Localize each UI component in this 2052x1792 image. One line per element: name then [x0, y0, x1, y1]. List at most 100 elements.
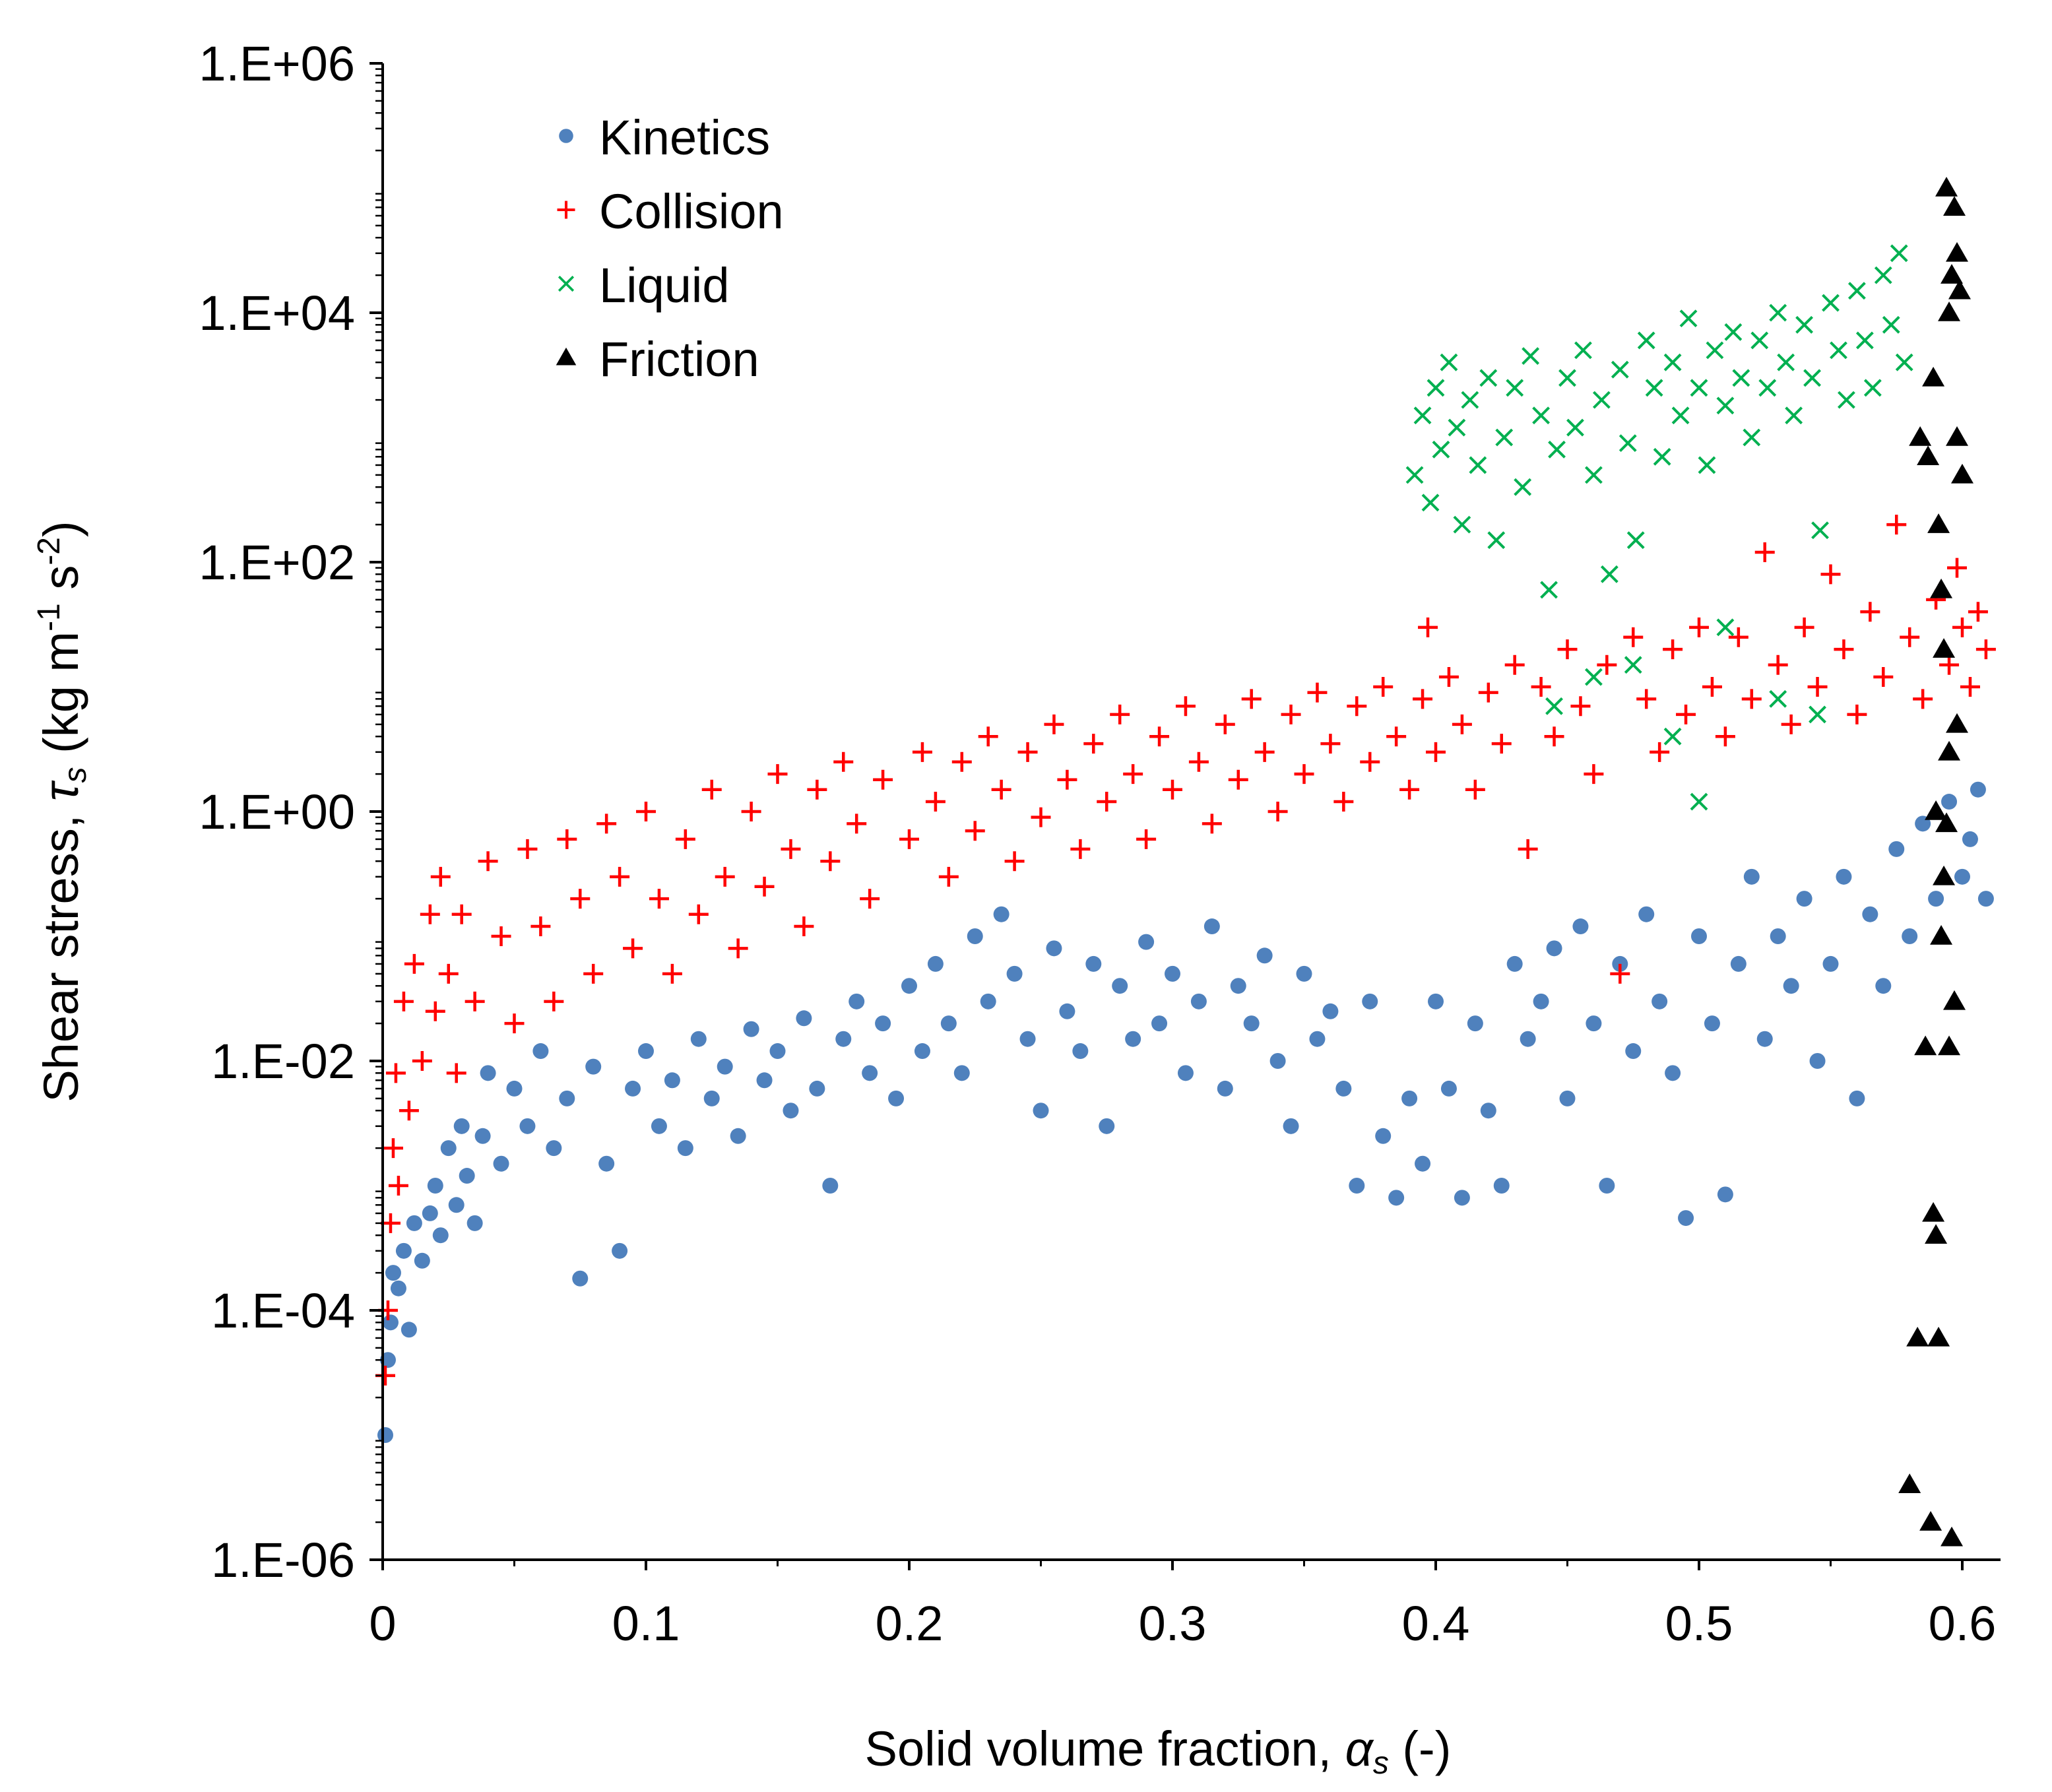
- data-point-kinetics: [432, 1227, 449, 1244]
- x-tick-label: 0.1: [612, 1596, 680, 1651]
- data-point-liquid: [1743, 428, 1761, 447]
- x-tick-label: 0: [369, 1596, 396, 1651]
- data-point-collision: [688, 904, 709, 924]
- data-point-collision: [1320, 734, 1341, 754]
- y-axis-title: Shear stress, τs (kg m-1 s-2): [32, 521, 93, 1102]
- data-point-collision: [938, 866, 959, 887]
- data-point-liquid: [1653, 447, 1671, 466]
- data-point-kinetics: [1230, 978, 1246, 994]
- data-point-friction: [1922, 1201, 1945, 1222]
- data-point-kinetics: [1691, 928, 1707, 944]
- data-point-kinetics: [1862, 906, 1878, 922]
- data-point-collision: [465, 991, 485, 1011]
- data-point-collision: [530, 916, 551, 937]
- data-point-collision: [504, 1013, 525, 1034]
- data-point-friction: [1946, 713, 1969, 733]
- data-point-friction: [1946, 241, 1969, 262]
- data-point-kinetics: [1138, 934, 1155, 950]
- data-point-kinetics: [1572, 918, 1589, 935]
- data-point-liquid: [1679, 309, 1698, 328]
- data-point-liquid: [1671, 406, 1690, 425]
- data-point-collision: [978, 726, 998, 747]
- data-point-collision: [1478, 682, 1498, 703]
- data-point-collision: [1689, 617, 1709, 637]
- data-point-friction: [1927, 1326, 1950, 1347]
- data-point-kinetics: [1743, 868, 1760, 885]
- data-point-kinetics: [559, 1090, 575, 1106]
- data-point-collision: [965, 821, 985, 841]
- data-point-liquid: [1469, 456, 1487, 474]
- data-point-liquid: [1600, 565, 1619, 583]
- data-point-collision: [583, 963, 604, 984]
- data-point-kinetics: [1954, 868, 1970, 885]
- data-point-kinetics: [690, 1031, 707, 1047]
- data-point-liquid: [1448, 418, 1466, 437]
- data-point-kinetics: [901, 978, 917, 994]
- data-point-collision: [623, 938, 643, 959]
- tick-layer: 0 0.1 0.2 0.3 0.4 0.5 0.6 1.E-06 1.E-04 1.E-02 1.E…: [199, 36, 1996, 1651]
- data-point-liquid: [1724, 323, 1743, 341]
- data-point-kinetics: [493, 1155, 509, 1172]
- data-point-collision: [383, 1138, 403, 1159]
- data-point-kinetics: [401, 1322, 417, 1338]
- data-point-liquid: [1811, 521, 1829, 540]
- data-point-friction: [1943, 196, 1966, 216]
- data-point-friction: [1940, 1526, 1964, 1547]
- data-point-liquid: [1890, 244, 1908, 263]
- data-point-friction: [1930, 578, 1953, 598]
- data-point-collision: [1399, 779, 1420, 800]
- data-point-collision: [517, 839, 538, 859]
- data-point-collision: [1452, 714, 1472, 734]
- data-point-kinetics: [953, 1065, 970, 1081]
- data-point-collision: [412, 1051, 432, 1071]
- data-point-collision: [1281, 704, 1301, 724]
- data-point-liquid: [1626, 531, 1645, 550]
- data-point-kinetics: [585, 1058, 602, 1075]
- data-point-collision: [1570, 696, 1591, 717]
- data-point-kinetics: [1977, 891, 1994, 907]
- data-point-collision: [1360, 752, 1380, 772]
- data-point-kinetics: [1309, 1031, 1326, 1047]
- data-point-friction: [1951, 463, 1973, 484]
- data-point-kinetics: [1506, 955, 1523, 972]
- data-point-collision: [1702, 677, 1722, 697]
- data-point-kinetics: [730, 1128, 746, 1144]
- data-point-friction: [1940, 264, 1964, 284]
- y-tick-label: 1.E+02: [199, 535, 355, 590]
- data-point-friction: [1906, 1326, 1929, 1347]
- data-point-liquid: [1558, 369, 1576, 387]
- data-point-kinetics: [862, 1065, 878, 1081]
- data-point-kinetics: [1454, 1190, 1470, 1206]
- data-point-collision: [1610, 963, 1630, 984]
- data-point-kinetics: [1836, 868, 1852, 885]
- data-point-collision: [1163, 779, 1182, 800]
- data-point-collision: [1333, 792, 1354, 812]
- data-point-liquid: [1690, 379, 1708, 397]
- data-point-collision: [728, 938, 748, 959]
- data-point-collision: [1044, 714, 1064, 734]
- data-point-collision: [1241, 689, 1262, 709]
- data-point-kinetics: [598, 1155, 615, 1172]
- data-point-liquid: [1895, 353, 1913, 371]
- data-point-kinetics: [572, 1270, 589, 1287]
- data-point-collision: [446, 1063, 466, 1083]
- data-point-liquid: [1663, 727, 1682, 746]
- data-point-friction: [1938, 1035, 1961, 1056]
- y-tick-label: 1.E+04: [199, 286, 355, 340]
- data-point-collision: [636, 802, 656, 821]
- data-point-collision: [1110, 704, 1130, 724]
- data-point-collision: [741, 802, 761, 821]
- data-point-liquid: [1706, 341, 1724, 360]
- data-point-kinetics: [638, 1043, 654, 1060]
- data-point-kinetics: [1533, 993, 1549, 1009]
- data-point-collision: [1913, 689, 1933, 709]
- data-point-liquid: [1822, 294, 1840, 312]
- data-point-liquid: [1732, 369, 1750, 387]
- data-point-liquid: [1592, 391, 1611, 409]
- data-point-kinetics: [390, 1280, 406, 1296]
- data-point-liquid: [1758, 379, 1777, 397]
- data-point-collision: [1438, 667, 1459, 688]
- data-point-friction: [1935, 812, 1958, 833]
- data-point-kinetics: [1480, 1103, 1496, 1119]
- data-point-collision: [393, 991, 414, 1011]
